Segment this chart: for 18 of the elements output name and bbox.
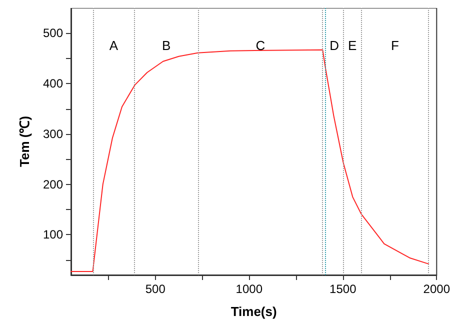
x-axis-title: Time(s) [230, 304, 277, 319]
x-tick-label: 1000 [236, 282, 263, 296]
annotation: A [109, 38, 118, 53]
annotation: E [348, 38, 357, 53]
x-tick-label: 1500 [330, 282, 357, 296]
y-tick-label: 500 [42, 26, 64, 40]
y-tick-label: 200 [42, 177, 64, 192]
x-tick-label: 2000 [423, 282, 450, 296]
y-axis-title: Tem (℃) [17, 116, 32, 168]
y-tick-label: 400 [42, 76, 64, 91]
annotation: B [162, 38, 171, 53]
y-tick-label: 300 [42, 126, 64, 141]
line-series [70, 49, 430, 272]
annotation: F [390, 38, 399, 53]
annotation: D [330, 38, 339, 53]
annotation: C [256, 38, 266, 53]
x-tick-label: 500 [145, 282, 166, 296]
y-tick-label: 100 [42, 228, 64, 242]
